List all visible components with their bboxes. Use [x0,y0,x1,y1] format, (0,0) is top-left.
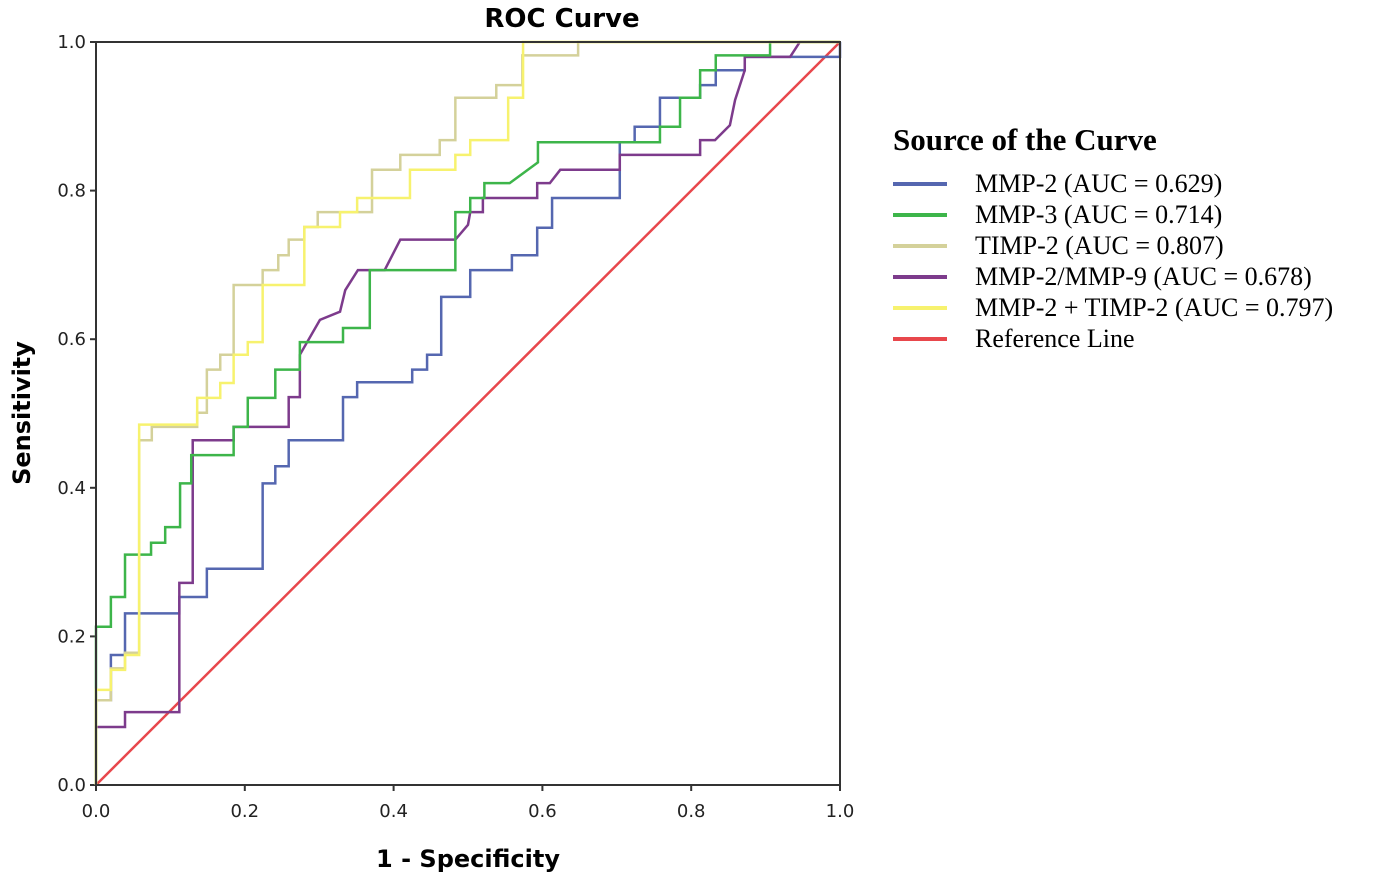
legend-entry: MMP-2/MMP-9 (AUC = 0.678) [893,261,1333,292]
x-tick-label: 0.2 [230,801,259,822]
legend-entry: MMP-2 + TIMP-2 (AUC = 0.797) [893,292,1333,323]
legend-swatch [893,181,947,186]
legend-title: Source of the Curve [893,122,1157,157]
series-line-reference [95,41,841,786]
series-line-mmp-2 [94,40,840,785]
legend-swatch [893,274,947,279]
legend-label: MMP-2 + TIMP-2 (AUC = 0.797) [975,292,1334,322]
y-tick-label: 0.4 [57,478,86,499]
legend-label: Reference Line [975,323,1135,353]
legend-label: TIMP-2 (AUC = 0.807) [975,230,1224,260]
legend-swatch [893,243,947,248]
series-line-mmp-3 [94,40,840,785]
legend-label: MMP-2 (AUC = 0.629) [975,168,1223,198]
x-tick-label: 0.4 [379,801,408,822]
x-tick-label: 0.0 [82,801,111,822]
y-tick-label: 0.6 [57,329,86,350]
legend-entry: MMP-3 (AUC = 0.714) [893,199,1333,230]
y-tick-label: 0.2 [57,626,86,647]
y-tick-label: 0.8 [57,181,86,202]
x-tick-label: 0.8 [677,801,706,822]
y-axis-label: Sensitivity [8,341,36,485]
x-tick-label: 0.6 [528,801,557,822]
y-tick-label: 0.0 [57,775,86,796]
x-axis-label: 1 - Specificity [376,845,560,873]
y-tick-label: 1.0 [57,32,86,53]
legend-entry: Reference Line [893,323,1333,354]
legend-swatch [893,305,947,310]
legend-swatch [893,212,947,217]
series-line-mmp-2 [94,42,842,785]
legend-entry: TIMP-2 (AUC = 0.807) [893,230,1333,261]
legend-swatch [893,336,947,341]
chart-title: ROC Curve [484,4,639,34]
legend-entry: MMP-2 (AUC = 0.629) [893,168,1333,199]
legend-label: MMP-2/MMP-9 (AUC = 0.678) [975,261,1312,291]
plot-frame [95,41,841,786]
x-tick-label: 1.0 [826,801,855,822]
legend-label: MMP-3 (AUC = 0.714) [975,199,1223,229]
legend: Source of the Curve MMP-2 (AUC = 0.629) M… [893,122,1333,354]
